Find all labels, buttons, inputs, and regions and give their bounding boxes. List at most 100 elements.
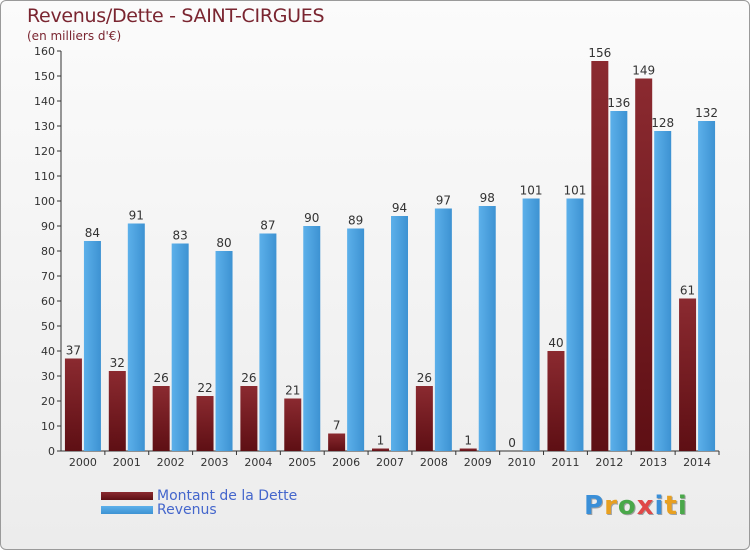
bar-debt [591, 61, 609, 451]
y-tick-label: 90 [41, 220, 55, 233]
data-label-revenue: 90 [304, 211, 319, 225]
y-tick-label: 0 [48, 445, 55, 458]
axes: 0102030405060708090100110120130140150160… [34, 45, 720, 469]
y-tick-label: 10 [41, 420, 55, 433]
x-tick-label: 2008 [420, 456, 448, 469]
legend-item-debt: Montant de la Dette [101, 488, 298, 504]
data-label-debt: 1 [464, 434, 472, 448]
data-label-debt: 1 [377, 434, 385, 448]
bar-revenue [391, 216, 408, 451]
x-tick-label: 2005 [288, 456, 316, 469]
y-tick-label: 110 [34, 170, 55, 183]
bar-debt [328, 433, 346, 451]
y-tick-label: 160 [34, 45, 55, 58]
bar-revenue [610, 111, 628, 451]
x-tick-label: 2006 [332, 456, 360, 469]
x-tick-label: 2003 [201, 456, 229, 469]
bar-revenue [654, 131, 672, 451]
data-label-revenue: 101 [520, 184, 543, 198]
x-tick-label: 2000 [69, 456, 97, 469]
logo-letter: o [617, 491, 637, 521]
data-label-debt: 0 [508, 436, 516, 450]
x-tick-label: 2001 [113, 456, 141, 469]
legend-label-debt: Montant de la Dette [157, 488, 298, 504]
data-label-debt: 37 [66, 344, 81, 358]
bar-debt [547, 351, 565, 451]
data-label-debt: 26 [154, 371, 169, 385]
x-tick-label: 2011 [551, 456, 579, 469]
y-tick-label: 40 [41, 345, 55, 358]
logo-letter: i [677, 491, 688, 521]
bar-debt [459, 448, 477, 451]
data-label-revenue: 128 [651, 116, 674, 130]
bar-revenue [434, 208, 452, 451]
bar-revenue [698, 121, 716, 451]
data-label-revenue: 136 [607, 96, 630, 110]
x-tick-label: 2009 [464, 456, 492, 469]
bar-revenue [566, 198, 584, 451]
x-tick-label: 2014 [683, 456, 711, 469]
data-label-revenue: 94 [392, 201, 407, 215]
chart-subtitle: (en milliers d'€) [27, 29, 122, 43]
data-label-revenue: 97 [436, 194, 451, 208]
logo-letter: P [584, 491, 605, 521]
y-tick-label: 20 [41, 395, 55, 408]
proxiti-logo: Proxiti [584, 491, 688, 521]
y-tick-label: 140 [34, 95, 55, 108]
bar-revenue [478, 206, 496, 451]
data-label-debt: 26 [241, 371, 256, 385]
data-label-debt: 61 [680, 284, 695, 298]
y-tick-label: 150 [34, 70, 55, 83]
bar-debt [284, 398, 302, 451]
data-label-revenue: 83 [173, 229, 188, 243]
x-tick-label: 2002 [157, 456, 185, 469]
y-tick-label: 100 [34, 195, 55, 208]
data-label-debt: 32 [110, 356, 125, 370]
x-tick-label: 2013 [639, 456, 667, 469]
data-label-revenue: 80 [216, 236, 231, 250]
x-tick-label: 2012 [595, 456, 623, 469]
bar-debt [415, 386, 433, 451]
y-tick-label: 60 [41, 295, 55, 308]
x-tick-label: 2010 [508, 456, 536, 469]
y-tick-label: 30 [41, 370, 55, 383]
legend-item-revenue: Revenus [101, 502, 217, 518]
logo-letter: x [636, 491, 655, 521]
logo-letter: i [654, 491, 665, 521]
y-tick-label: 80 [41, 245, 55, 258]
bar-debt [635, 78, 653, 451]
bar-revenue [127, 223, 145, 451]
data-label-revenue: 84 [85, 226, 100, 240]
bar-revenue [303, 226, 321, 451]
data-label-debt: 22 [197, 381, 212, 395]
bar-debt [372, 448, 389, 451]
bar-debt [64, 358, 82, 451]
bar-debt [196, 396, 214, 451]
legend-swatch-debt [101, 492, 153, 500]
data-label-debt: 40 [548, 336, 563, 350]
x-tick-label: 2004 [244, 456, 272, 469]
bar-debt [152, 386, 170, 451]
x-tick-label: 2007 [376, 456, 404, 469]
bar-debt [108, 371, 126, 451]
data-label-revenue: 89 [348, 214, 363, 228]
legend-swatch-revenue [101, 506, 153, 514]
y-tick-label: 70 [41, 270, 55, 283]
bar-debt [240, 386, 258, 451]
data-labels: 37 84 32 91 26 83 22 80 26 87 21 90 7 89 1 94 26 97 1 98 0 10… [66, 46, 718, 450]
data-label-debt: 7 [333, 419, 341, 433]
data-label-revenue: 91 [129, 209, 144, 223]
legend-label-revenue: Revenus [157, 502, 217, 518]
data-label-revenue: 87 [260, 219, 275, 233]
data-label-revenue: 132 [695, 106, 718, 120]
logo-letter: r [604, 491, 618, 521]
y-tick-label: 50 [41, 320, 55, 333]
bar-revenue [259, 233, 277, 451]
bar-debt [679, 298, 697, 451]
y-tick-label: 130 [34, 120, 55, 133]
bar-revenue [215, 251, 233, 451]
chart-title: Revenus/Dette - SAINT-CIRGUES [27, 5, 325, 27]
data-label-revenue: 101 [564, 184, 587, 198]
